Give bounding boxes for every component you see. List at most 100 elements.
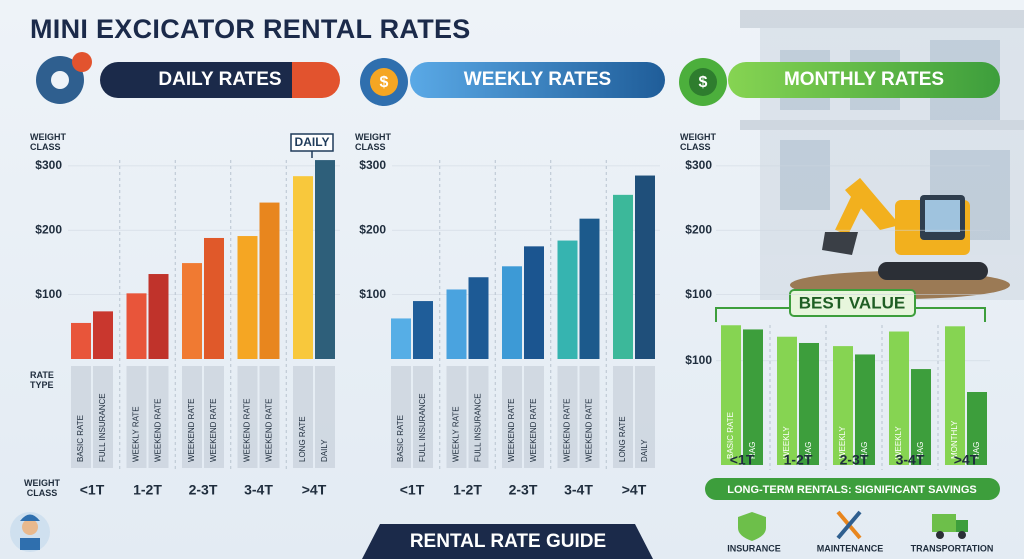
x-tick-label: >4T	[622, 482, 647, 498]
rate-label: WEEKLY RATE	[132, 406, 141, 462]
bar	[579, 218, 600, 359]
footer-banner	[362, 524, 653, 559]
y-axis-label: WEIGHT CLASS	[680, 132, 716, 152]
rate-label-box	[315, 366, 335, 468]
bar	[777, 336, 797, 465]
y-axis-label: WEIGHT CLASS	[355, 132, 391, 152]
rate-label: LONG RATE	[618, 416, 627, 462]
banner-title: MONTHLY RATES	[783, 69, 945, 90]
rate-label: DAILY	[320, 439, 329, 462]
bar	[204, 237, 224, 359]
svg-text:$: $	[699, 74, 708, 91]
y-tick-label: $200	[685, 222, 712, 236]
footer-title: RENTAL RATE GUIDE	[410, 531, 606, 552]
bar	[945, 326, 965, 465]
rate-label: WEEKEND RATE	[243, 399, 252, 462]
rate-label: WEEKEND RATE	[563, 399, 572, 462]
bar	[413, 301, 433, 359]
y-tick-label: $300	[685, 158, 712, 172]
rate-label-box	[502, 366, 522, 468]
rate-label: WEEKLY	[838, 426, 847, 459]
svg-text:$: $	[380, 74, 389, 91]
bar	[889, 331, 909, 465]
bar	[743, 329, 763, 465]
y-axis-label: WEIGHT CLASS	[30, 132, 66, 152]
rate-label: LONG RATE	[298, 416, 307, 462]
house-illustration	[740, 10, 1024, 300]
bar	[911, 369, 931, 465]
y-tick-label: $100	[35, 287, 62, 301]
bar	[613, 194, 633, 359]
rate-label: WEEKEND RATE	[585, 399, 594, 462]
bar	[721, 325, 741, 465]
rate-label: WEEKLY	[782, 426, 791, 459]
rate-label: RAG	[972, 442, 981, 459]
rate-label: RAG	[860, 442, 869, 459]
bar	[71, 322, 91, 359]
worker-avatar	[10, 512, 50, 552]
x-tick-label: >4T	[302, 482, 327, 498]
x-tick-label: 3-4T	[244, 482, 273, 498]
savings-banner	[705, 478, 1000, 500]
maintenance-icon	[836, 510, 862, 540]
rate-label: WEEKEND RATE	[209, 399, 218, 462]
rate-label-box	[259, 366, 280, 468]
rate-type-label: RATE TYPE	[30, 370, 54, 390]
best-value-box	[789, 289, 916, 317]
bar	[635, 175, 655, 359]
rate-label-box	[293, 366, 313, 468]
y-tick-label: $200	[359, 222, 386, 236]
y-tick-label: $200	[35, 222, 62, 236]
bar	[855, 354, 875, 465]
bar	[93, 311, 113, 359]
rate-label: WEEKEND RATE	[529, 399, 538, 462]
rate-label-box	[579, 366, 600, 468]
rate-label: BASIC RATE	[726, 412, 735, 459]
x-tick-label: <1T	[80, 482, 105, 498]
bar	[391, 318, 411, 359]
excavator-illustration	[790, 178, 1010, 299]
rate-label: WEEKEND RATE	[507, 399, 516, 462]
banner-title: DAILY RATES	[158, 69, 282, 90]
weekly-banner: WEEKLY RATES	[410, 62, 665, 98]
dollar-gear-icon: $	[679, 58, 727, 106]
bar	[524, 246, 544, 359]
rate-label-box	[182, 366, 202, 468]
x-tick-label: <1T	[730, 452, 755, 468]
x-tick-label: 2-3T	[509, 482, 538, 498]
y-tick-label: $100	[685, 353, 712, 367]
x-tick-label: >4T	[954, 452, 979, 468]
rate-label-box	[391, 366, 411, 468]
bar	[446, 289, 467, 359]
rate-label-box	[557, 366, 578, 468]
rate-label: RAG	[748, 442, 757, 459]
bar	[293, 176, 313, 359]
rate-label: FULL INSURANCE	[418, 393, 427, 462]
bar	[833, 346, 853, 465]
dollar-gear-icon: $	[360, 58, 408, 106]
x-tick-label: 3-4T	[564, 482, 593, 498]
bar	[237, 236, 258, 359]
bar	[799, 342, 819, 465]
rate-label-box	[446, 366, 467, 468]
bar	[967, 392, 987, 465]
rate-label: WEEKEND RATE	[187, 399, 196, 462]
rate-label-box	[524, 366, 544, 468]
rate-label: WEEKEND RATE	[265, 399, 274, 462]
rate-label: WEEKLY RATE	[452, 406, 461, 462]
banner-title: WEEKLY RATES	[463, 69, 612, 90]
y-tick-label: $100	[685, 287, 712, 301]
rate-label: BASIC RATE	[396, 415, 405, 462]
inset-annotation: BEST VALUE	[799, 293, 905, 312]
annotation: DAILY	[295, 135, 330, 149]
x-tick-label: 1-2T	[453, 482, 482, 498]
x-tick-label: 1-2T	[133, 482, 162, 498]
rate-label-box	[237, 366, 258, 468]
gear-icon	[36, 52, 92, 104]
bar	[148, 274, 169, 359]
x-tick-label: <1T	[400, 482, 425, 498]
rate-label-box	[204, 366, 224, 468]
page-title: MINI EXCICATOR RENTAL RATES	[30, 14, 471, 44]
rate-label-box	[126, 366, 147, 468]
